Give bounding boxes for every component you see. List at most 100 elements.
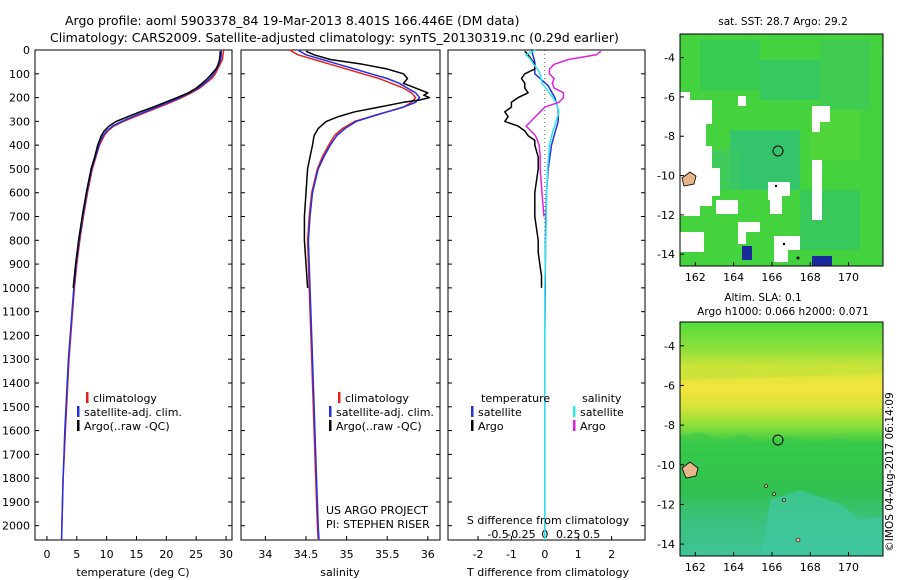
sst-lat-label: -6 [664,91,675,104]
depth-tick-label: 200 [9,92,30,105]
temperature-panel [34,49,233,541]
depth-tick-label: 500 [9,163,30,176]
salinity-x-axis: 34 34.5 35 35.5 36 [258,536,435,561]
header-line-1: Argo profile: aoml 5903378_84 19-Mar-201… [65,13,519,28]
island-icon [795,537,801,543]
sst-lon-label: 168 [800,271,821,284]
depth-tick-label: 100 [9,68,30,81]
pi-annotation: PI: STEPHEN RISER [326,518,430,531]
header-line-2: Climatology: CARS2009. Satellite-adjuste… [50,30,619,45]
sla-map [680,322,883,556]
legend-s-satellite: satellite [580,406,624,419]
island-icon [782,242,786,246]
sla-lat-label: -12 [657,498,675,511]
salinity-xlabel: salinity [320,566,360,579]
salinity-satellite-line [297,49,421,541]
depth-tick-label: 1200 [2,329,30,342]
island-icon [774,184,778,188]
temperature-x-tick-label: 25 [189,548,203,561]
difference-legend: temperature salinity satellite Argo sate… [471,392,624,433]
depth-tick-label: 600 [9,187,30,200]
salinity-panel [240,49,441,541]
sst-cool-pixel [812,256,832,266]
sla-map-frame [679,321,884,557]
legend-t-satellite: satellite [478,406,522,419]
sst-cloud-gap [768,182,790,214]
difference-x-axis: -2 -1 0 1 2-0.5-0.25 0 0.25 0.5 [473,50,615,561]
depth-tick-label: 0 [23,44,30,57]
sst-cloud-gap [738,96,746,106]
sla-low-patch [760,490,883,556]
sst-cloud-gap [774,236,800,262]
sla-map-subtitle: Argo h1000: 0.066 h2000: 0.071 [697,306,869,318]
salinity-x-tick-label: 35.5 [375,548,400,561]
s-diff-x-tick-label: -0.25 [507,528,535,541]
sst-lon-label: 170 [838,271,859,284]
argo-position-marker [772,145,784,157]
t-diff-x-tick-label: -1 [506,548,517,561]
sla-band-edge [680,362,883,380]
depth-tick-label: 1100 [2,306,30,319]
t-diff-x-tick-label: 1 [575,548,582,561]
temperature-x-tick-label: 10 [100,548,114,561]
sst-cloud-gap [738,222,760,244]
legend-satellite: satellite-adj. clim. [336,406,434,419]
depth-tick-label: 800 [9,234,30,247]
sst-lat-label: -8 [664,130,675,143]
island-icon [764,484,768,488]
temperature-legend: climatology satellite-adj. clim. Argo(..… [77,392,182,433]
temperature-climatology-line [60,49,225,541]
legend-t-argo-swatch [471,420,474,431]
t-diff-x-tick-label: 2 [608,548,615,561]
legend-climatology-swatch [338,392,341,403]
island-icon [681,171,697,187]
sla-lat-label: -4 [664,340,675,353]
depth-tick-label: 300 [9,115,30,128]
sla-lon-label: 166 [761,561,782,574]
island-icon [772,492,776,496]
depth-tick-label: 2000 [2,520,30,533]
salinity-climatology-line [289,49,417,541]
sla-lat-label: -14 [657,538,675,551]
legend-argo: Argo(..raw -QC) [84,420,170,433]
sst-lat-label: -12 [657,209,675,222]
argo-position-marker [772,434,784,446]
legend-satellite-swatch [329,406,332,417]
t-diff-x-tick-label: 0 [541,548,548,561]
depth-tick-label: 400 [9,139,30,152]
sst-warm-patch [820,40,870,110]
salinity-x-tick-label: 34 [258,548,272,561]
salinity-x-tick-label: 36 [421,548,435,561]
sst-lon-label: 164 [723,271,744,284]
sst-lon-label: 162 [685,271,706,284]
depth-tick-label: 1600 [2,425,30,438]
depth-tick-label: 700 [9,211,30,224]
sst-map-title: sat. SST: 28.7 Argo: 29.2 [718,16,848,28]
t-diff-x-tick-label: -2 [473,548,484,561]
sst-cloud-gap [812,106,830,132]
temperature-x-tick-label: 5 [73,548,80,561]
sst-warm-patch [760,60,820,100]
s-diff-xlabel: S difference from climatology [467,514,630,527]
sst-map-frame [679,33,884,267]
legend-s-argo: Argo [580,420,606,433]
island-icon [796,256,800,260]
sla-lon-label: 164 [723,561,744,574]
temperature-xlabel: temperature (deg C) [76,566,189,579]
depth-axis: 0 100 200 300 400 500 600 700 800 900 1000 1100 1200… [2,44,645,533]
s-diff-x-tick-label: -0.5 [487,528,508,541]
legend-climatology: climatology [345,392,409,405]
sla-map-title: Altim. SLA: 0.1 [724,292,801,304]
sst-cloud-gap [680,232,704,252]
legend-salinity-heading: salinity [582,392,622,405]
island-icon [782,498,786,502]
temperature-x-tick-label: 15 [129,548,143,561]
sst-lon-label: 166 [761,271,782,284]
depth-tick-label: 1700 [2,448,30,461]
island-icon [681,461,699,479]
difference-panel [447,49,646,541]
sla-band-edge [680,432,883,452]
temperature-x-tick-label: 0 [43,548,50,561]
sla-lat-label: -10 [657,459,675,472]
